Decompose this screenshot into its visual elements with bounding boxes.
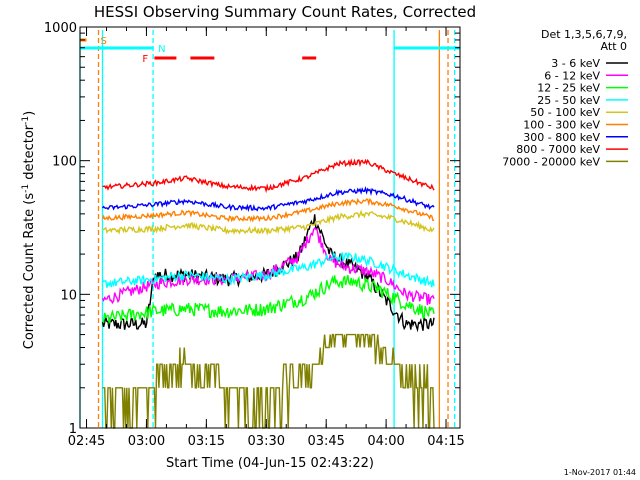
y-tick-label: 10 (60, 288, 77, 303)
x-tick-label: 03:00 (128, 434, 165, 449)
series-layer (101, 158, 435, 429)
x-tick-label: 03:15 (188, 434, 225, 449)
y-axis-label-main: Corrected Count Rate (s (22, 193, 37, 350)
series-line-4 (102, 209, 435, 236)
y-axis-label: Corrected Count Rate (s-1 detector-1) (21, 111, 37, 349)
series-line-1 (101, 227, 435, 306)
series-line-0 (101, 214, 435, 333)
series-line-5 (101, 197, 434, 223)
night-flag-label: N (158, 44, 165, 55)
legend-entry-label: 300 - 800 keV (523, 131, 600, 144)
series-line-3 (101, 251, 435, 288)
y-axis-label-exp2: -1 (21, 116, 31, 125)
flare-flag-label: F (142, 54, 148, 65)
legend-header-line-1: Det 1,3,5,6,7,9, (541, 28, 627, 41)
x-tick-label: 04:15 (427, 434, 464, 449)
y-axis-label-end: ) (22, 111, 37, 116)
saa-flag-label: S (101, 36, 107, 47)
series-line-2 (102, 274, 435, 325)
legend-entry-label: 7000 - 20000 keV (502, 155, 600, 168)
y-tick-label: 100 (52, 155, 77, 170)
flag-layer: S NF (79, 30, 460, 428)
legend-entry-label: 3 - 6 keV (551, 57, 600, 70)
x-tick-label: 03:45 (307, 434, 344, 449)
y-tick-label: 1 (69, 422, 77, 437)
x-tick-label: 04:00 (367, 434, 404, 449)
chart-title: HESSI Observing Summary Count Rates, Cor… (94, 3, 476, 21)
legend-entry-label: 50 - 100 keV (530, 106, 600, 119)
y-tick-label: 1000 (44, 21, 77, 36)
legend-entry-label: 6 - 12 keV (544, 69, 600, 82)
x-tick-label: 03:30 (248, 434, 285, 449)
legend-header-line-2: Att 0 (601, 40, 627, 53)
plot-frame (79, 26, 461, 429)
series-line-6 (101, 185, 435, 213)
legend-entry-label: 25 - 50 keV (537, 94, 600, 107)
y-axis-label-exp1: -1 (21, 184, 31, 193)
footer-timestamp: 1-Nov-2017 01:44 (564, 468, 636, 477)
series-line-7 (102, 158, 435, 194)
legend-entry-label: 100 - 300 keV (523, 119, 600, 132)
x-tick-label: 02:45 (68, 434, 105, 449)
x-axis-label: Start Time (04-Jun-15 02:43:22) (166, 456, 374, 471)
axis-layer: 1 10 100 1000 02:45 03:00 03:15 03:30 03:45 04:00… (44, 21, 465, 449)
legend-entry-label: 800 - 7000 keV (516, 143, 600, 156)
series-line-8 (102, 333, 435, 429)
y-axis-label-mid: detector (22, 124, 37, 184)
legend-entry-label: 12 - 25 keV (537, 82, 600, 95)
